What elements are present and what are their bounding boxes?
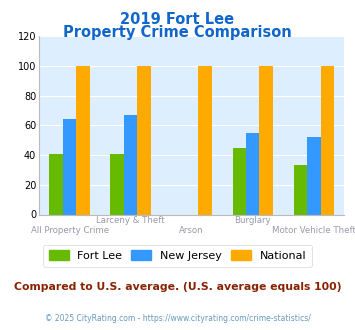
Bar [76,66,90,214]
Text: Burglary: Burglary [234,216,271,225]
Text: Arson: Arson [179,226,204,235]
Text: Compared to U.S. average. (U.S. average equals 100): Compared to U.S. average. (U.S. average … [14,282,341,292]
Bar [246,133,260,214]
Bar [321,66,334,214]
Bar [294,166,307,214]
Text: 2019 Fort Lee: 2019 Fort Lee [120,12,235,26]
Legend: Fort Lee, New Jersey, National: Fort Lee, New Jersey, National [43,245,312,267]
Bar [49,154,63,214]
Text: Property Crime Comparison: Property Crime Comparison [63,25,292,40]
Text: All Property Crime: All Property Crime [31,226,109,235]
Bar [124,115,137,214]
Bar [233,148,246,214]
Bar [198,66,212,214]
Bar [260,66,273,214]
Text: Motor Vehicle Theft: Motor Vehicle Theft [272,226,355,235]
Bar [307,137,321,214]
Text: Larceny & Theft: Larceny & Theft [96,216,165,225]
Bar [63,119,76,214]
Text: © 2025 CityRating.com - https://www.cityrating.com/crime-statistics/: © 2025 CityRating.com - https://www.city… [45,314,310,323]
Bar [137,66,151,214]
Bar [110,154,124,214]
